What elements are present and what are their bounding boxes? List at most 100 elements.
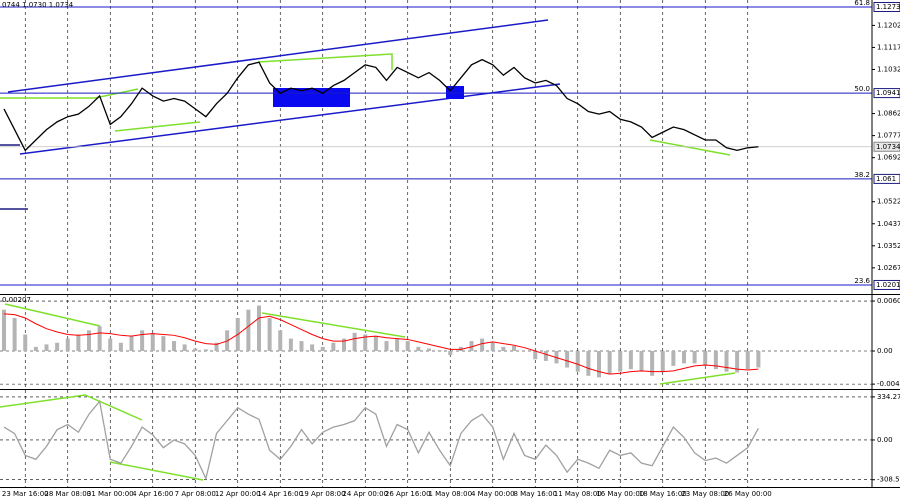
x-tick-label: 23 Mar 16:00	[2, 490, 49, 498]
y-tick-label: 1.0692	[877, 154, 900, 162]
histogram-bar	[543, 351, 548, 361]
histogram-bar	[373, 336, 378, 352]
histogram-bar	[724, 351, 729, 372]
histogram-bar	[203, 349, 208, 352]
fib-ratio: 38.2	[854, 171, 870, 179]
histogram-bar	[512, 346, 516, 352]
histogram-bar	[448, 351, 453, 356]
histogram-bar	[33, 346, 38, 352]
x-tick-label: 4 Apr 16:00	[132, 490, 173, 498]
x-tick-label: 11 May 08:00	[554, 490, 602, 498]
divergence-line	[4, 303, 101, 327]
x-tick-label: 26 May 00:00	[724, 490, 772, 498]
histogram-bar	[639, 351, 644, 372]
histogram-bar	[533, 351, 538, 360]
zone	[446, 86, 464, 99]
channel-upper	[7, 19, 549, 93]
histogram-bar	[490, 342, 495, 352]
histogram-bar	[713, 351, 718, 370]
divergence-line	[257, 53, 393, 70]
channel-lower	[19, 83, 561, 155]
price-box-label: 1.0201	[876, 281, 900, 289]
histogram-bar	[76, 334, 81, 352]
y-tick-label: 334.2711	[877, 393, 900, 401]
histogram-bar	[214, 342, 219, 352]
histogram-bar	[65, 338, 70, 352]
histogram-bar	[267, 317, 272, 352]
x-tick-label: 4 May 00:00	[471, 490, 515, 498]
histogram-bar	[416, 346, 421, 352]
histogram-bar	[87, 330, 91, 352]
histogram-bar	[299, 341, 304, 352]
histogram-bar	[735, 351, 740, 373]
y-tick-label: -308.568	[877, 476, 900, 484]
price-box-label: 1.1273	[876, 3, 900, 11]
y-tick-label: 1.0267	[877, 264, 900, 272]
x-tick-label: 8 May 16:00	[513, 490, 557, 498]
divergence-line	[109, 461, 204, 481]
y-tick-label: 1.0437	[877, 220, 900, 228]
histogram-bar	[692, 351, 697, 364]
histogram-bar	[565, 351, 570, 368]
histogram-bar	[193, 348, 198, 352]
divergence-line	[261, 312, 406, 338]
histogram-bar	[331, 342, 336, 352]
last-price-box	[873, 141, 900, 152]
histogram-bar	[575, 351, 580, 372]
price-header: 0744 1.0730 1.0734	[2, 1, 74, 9]
price-box	[873, 88, 900, 99]
histogram-bar	[246, 309, 251, 352]
histogram-bar	[469, 341, 474, 352]
histogram-bar	[108, 338, 113, 352]
histogram-bar	[55, 342, 60, 352]
histogram-bar	[310, 344, 315, 352]
histogram-bar	[23, 334, 28, 352]
fib-ratio: 23.6	[854, 277, 870, 285]
histogram-bar	[671, 351, 676, 366]
last-price-label: 1.0734	[876, 143, 900, 151]
histogram-bar	[363, 334, 368, 352]
y-tick-label: 1.1202	[877, 21, 900, 29]
price-box-label: 1.061	[876, 175, 896, 183]
divergence-line	[659, 372, 736, 385]
divergence-line	[649, 139, 731, 156]
histogram-bar	[150, 332, 155, 352]
price-box	[873, 173, 900, 184]
histogram-bar	[586, 351, 591, 376]
price-box-label: 1.0941	[876, 89, 900, 97]
histogram-bar	[427, 348, 431, 352]
histogram-bar	[501, 346, 506, 352]
x-tick-label: 18 May 16:00	[639, 490, 687, 498]
y-tick-label: 1.1032	[877, 65, 900, 73]
histogram-bar	[320, 346, 325, 352]
price-box	[873, 279, 900, 290]
y-tick-label: 0.00	[877, 347, 893, 355]
histogram-bar	[342, 338, 346, 352]
divergence-line	[0, 394, 143, 421]
histogram-bar	[257, 305, 261, 352]
histogram-bar	[703, 351, 708, 366]
histogram-bar	[628, 351, 633, 370]
x-tick-label: 31 Mar 00:00	[87, 490, 134, 498]
histogram-bar	[384, 341, 389, 352]
histogram-bar	[650, 351, 655, 376]
x-tick-label: 24 Apr 00:00	[342, 490, 388, 498]
y-tick-label: 1.0777	[877, 132, 900, 140]
x-tick-label: 7 Apr 08:00	[175, 490, 216, 498]
histogram-bar	[2, 309, 6, 352]
y-tick-label: 0.00605	[877, 297, 900, 305]
histogram-bar	[172, 341, 176, 352]
histogram-bar	[129, 336, 134, 352]
histogram-bar	[597, 351, 601, 378]
histogram-bar	[756, 351, 761, 368]
y-tick-label: 1.0522	[877, 198, 900, 206]
histogram-bar	[44, 344, 49, 352]
price-box	[873, 2, 900, 13]
divergence-line	[0, 88, 139, 99]
y-tick-label: -0.00401	[877, 380, 900, 388]
x-tick-label: 14 Apr 16:00	[257, 490, 303, 498]
histogram-bar	[437, 350, 442, 352]
series-line	[3, 58, 759, 152]
